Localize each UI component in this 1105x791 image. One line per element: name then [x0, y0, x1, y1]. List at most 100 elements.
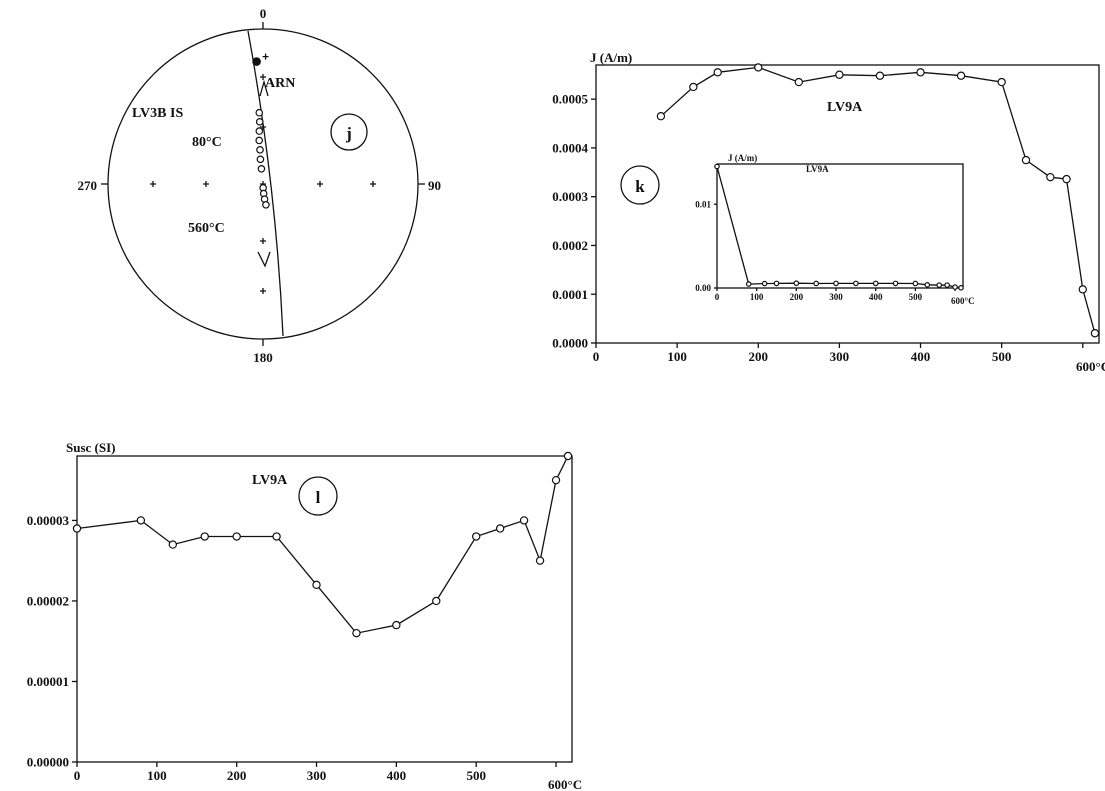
ref-point-cross	[262, 53, 269, 60]
susceptibility-panel-circle	[298, 476, 338, 516]
stereonet-point-3	[255, 136, 263, 145]
inset-ylabel: J (A/m)	[728, 153, 757, 163]
stereonet-point-0	[255, 108, 264, 117]
intensity-ytick-label-1: 0.0001	[552, 287, 588, 302]
intensity-point-0	[656, 112, 666, 121]
susceptibility-point-1	[136, 516, 146, 525]
intensity-point-10	[1021, 155, 1031, 165]
intensity-point-3	[754, 63, 763, 72]
susceptibility-point-12	[519, 516, 529, 525]
stereonet-point-10	[262, 201, 270, 209]
grid-cross-8	[260, 288, 266, 294]
stereonet-ref-point	[252, 57, 261, 66]
susceptibility-ytick-label-3: 0.00003	[27, 513, 70, 528]
inset-plot-frame	[716, 163, 964, 289]
intensity-point-7	[916, 68, 925, 77]
inset-xtick-label-5: 500	[909, 292, 923, 302]
dir-label-0: 0	[260, 6, 267, 21]
stereonet-point-5	[256, 155, 265, 164]
susceptibility-ytick-label-1: 0.00001	[27, 674, 69, 689]
susceptibility-plot-frame	[76, 455, 573, 763]
susceptibility-xtick-label-0: 0	[74, 768, 81, 783]
intensity-point-14	[1090, 329, 1100, 338]
intensity-ytick-label-2: 0.0002	[552, 238, 588, 253]
inset-xtick-label-1: 100	[750, 292, 764, 302]
susceptibility-point-9	[432, 596, 441, 606]
susceptibility-point-13	[535, 556, 545, 565]
susceptibility-ytick-label-2: 0.00002	[27, 593, 69, 608]
inset-point-1	[745, 281, 752, 287]
intensity-point-6	[875, 71, 885, 80]
grid-cross-5	[260, 74, 266, 80]
susceptibility-xtick-label-2: 200	[227, 768, 247, 783]
intensity-ytick-label-4: 0.0004	[552, 140, 588, 155]
grid-cross-4	[370, 181, 376, 187]
sample-label: LV3B IS	[132, 106, 183, 121]
inset-point-2	[761, 280, 768, 287]
susceptibility-xtick-label-1: 100	[147, 768, 167, 783]
intensity-xtick-label-1: 100	[667, 349, 687, 364]
inset-point-13	[944, 282, 950, 288]
intensity-xtick-label-4: 400	[911, 349, 931, 364]
inset-series-line	[716, 166, 962, 289]
inset-xtick-label-3: 300	[829, 292, 843, 302]
intensity-point-1	[689, 82, 698, 92]
intensity-point-11	[1046, 172, 1055, 182]
stereonet-point-2	[255, 127, 264, 135]
north-mark-label: ARN	[265, 76, 295, 91]
susceptibility-panel: Susc (SI) LV9A l 0 100 200 300 400 500 0.00000…	[27, 440, 582, 791]
susceptibility-xtick-label-3: 300	[307, 768, 327, 783]
intensity-xtick-label-2: 200	[749, 349, 769, 364]
inset-point-5	[813, 280, 819, 287]
intensity-axes: 0 100 200 300 400 500 0.0000 0.0001 0.0002 0.0003…	[552, 92, 1084, 364]
inset-ytick-label-1: 0.01	[695, 199, 711, 209]
panel-label-k: k	[635, 177, 645, 196]
inset-point-11	[924, 282, 931, 288]
susceptibility-point-4	[232, 532, 241, 541]
susceptibility-point-2	[168, 540, 178, 549]
intensity-series	[656, 63, 1100, 338]
grid-cross-3	[317, 181, 323, 187]
susceptibility-ylabel: Susc (SI)	[66, 440, 116, 455]
inset-xtick-label-2: 200	[790, 292, 804, 302]
end-temp-label: 560°C	[188, 221, 225, 236]
intensity-point-2	[713, 68, 722, 77]
intensity-plot-frame	[595, 64, 1100, 344]
susceptibility-point-7	[352, 628, 361, 638]
inset-point-3	[773, 280, 780, 287]
inset-series-label: LV9A	[806, 164, 829, 174]
susceptibility-point-14	[551, 475, 561, 485]
inset-axes: 0 100 200 300 400 500 0.00 0.01	[695, 199, 956, 302]
stereonet-point-1	[255, 118, 264, 126]
intensity-xtick-label-5: 500	[992, 349, 1012, 364]
arc-arrow-down	[257, 251, 271, 268]
susceptibility-x-unit: 600°C	[548, 777, 582, 791]
susceptibility-axes: 0 100 200 300 400 500 0.00000 0.00001 0.00002 0.0…	[27, 513, 557, 783]
arc-arrow-up	[259, 79, 269, 97]
dir-label-180: 180	[253, 350, 273, 365]
intensity-series-label: LV9A	[827, 100, 863, 115]
susceptibility-point-5	[272, 532, 281, 541]
inset-point-10	[912, 280, 919, 287]
inset-point-6	[833, 280, 839, 287]
intensity-x-unit: 600°C	[1076, 359, 1105, 374]
inset-point-0	[714, 163, 720, 170]
grid-cross-0	[150, 181, 156, 187]
susceptibility-series-label: LV9A	[252, 473, 288, 488]
susceptibility-point-8	[392, 620, 401, 630]
intensity-ytick-label-3: 0.0003	[552, 189, 588, 204]
inset-series	[714, 163, 964, 291]
inset-point-9	[892, 280, 899, 287]
intensity-ytick-label-0: 0.0000	[552, 336, 588, 351]
susceptibility-ytick-label-0: 0.00000	[27, 755, 69, 770]
intensity-panel: J (A/m) LV9A k 0 100 200 300 400 500 0.0000 0.0…	[552, 50, 1105, 374]
inset-point-7	[853, 280, 859, 287]
susceptibility-point-6	[312, 580, 321, 590]
inset-point-15	[958, 285, 964, 291]
intensity-point-13	[1078, 285, 1087, 294]
inset-xtick-label-0: 0	[715, 292, 720, 302]
panel-label-circle	[330, 113, 368, 151]
susceptibility-point-11	[495, 524, 505, 533]
stereonet-panel: 0 90 180 270 ARN LV3B IS 80°C 560°C j	[78, 6, 442, 365]
susceptibility-point-10	[471, 532, 481, 541]
